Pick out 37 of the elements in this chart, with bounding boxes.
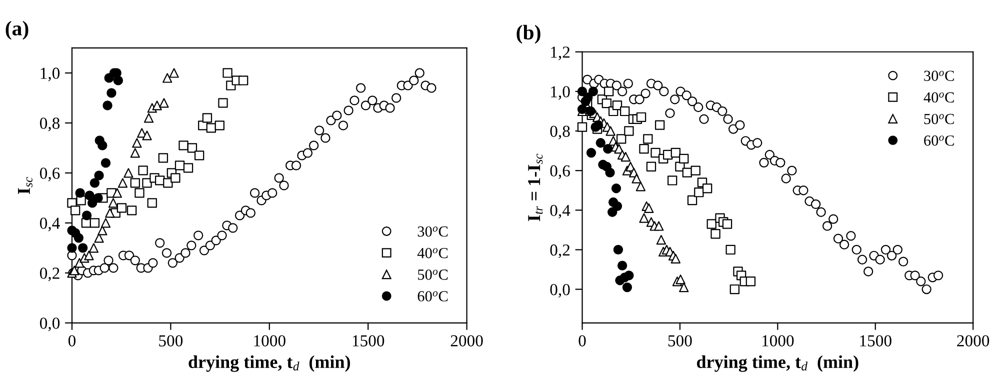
chart-title: (b) xyxy=(516,24,540,44)
y-tick-label: 1,0 xyxy=(551,86,570,100)
legend-label: 50$^{o}$C xyxy=(924,114,954,124)
x-tick-label: 2000 xyxy=(957,335,990,346)
y-axis-title: I$_{sc}$ xyxy=(18,177,32,194)
y-tick-label: 0,2 xyxy=(550,244,570,258)
x-tick-label: 0 xyxy=(68,335,76,346)
legend-label: 40$^{o}$C xyxy=(924,92,954,103)
x-tick-label: 1500 xyxy=(860,335,892,346)
legend-label: 30$^{o}$C xyxy=(418,226,448,237)
y-tick-label: 0,8 xyxy=(550,126,570,140)
chart-title: (a) xyxy=(6,20,28,40)
x-tick-label: 1000 xyxy=(254,335,286,346)
legend-label: 60$^{o}$C xyxy=(924,135,954,146)
y-tick-label: 0,8 xyxy=(40,118,60,132)
legend-label: 50$^{o}$C xyxy=(418,270,448,280)
y-tick-label: 0,6 xyxy=(40,168,60,182)
x-axis-title: drying time, t$_{d}$ (min) xyxy=(188,355,350,372)
x-tick-label: 1000 xyxy=(762,335,794,346)
x-tick-label: 500 xyxy=(668,335,692,346)
y-tick-label: 0,0 xyxy=(550,284,570,298)
legend-label: 60$^{o}$C xyxy=(418,291,448,302)
y-tick-label: 0,2 xyxy=(40,268,60,282)
y-tick-label: 1,0 xyxy=(40,68,60,82)
y-tick-label: 0,6 xyxy=(550,165,570,179)
y-tick-label: 0,0 xyxy=(40,318,60,332)
legend-label: 30$^{o}$C xyxy=(924,70,954,81)
legend-label: 40$^{o}$C xyxy=(417,248,448,258)
x-axis-title: drying time, t$_{d}$ (min) xyxy=(696,355,858,372)
y-tick-label: 0,4 xyxy=(40,218,60,232)
x-tick-label: 0 xyxy=(578,335,586,346)
x-tick-label: 2000 xyxy=(450,335,483,346)
y-axis-title: I$_{tr}$ = 1-I$_{sc}$ xyxy=(528,154,543,222)
x-tick-label: 1500 xyxy=(352,335,384,346)
y-tick-label: 1,2 xyxy=(551,46,570,60)
x-tick-label: 500 xyxy=(159,335,183,346)
y-tick-label: 0,4 xyxy=(550,204,570,218)
